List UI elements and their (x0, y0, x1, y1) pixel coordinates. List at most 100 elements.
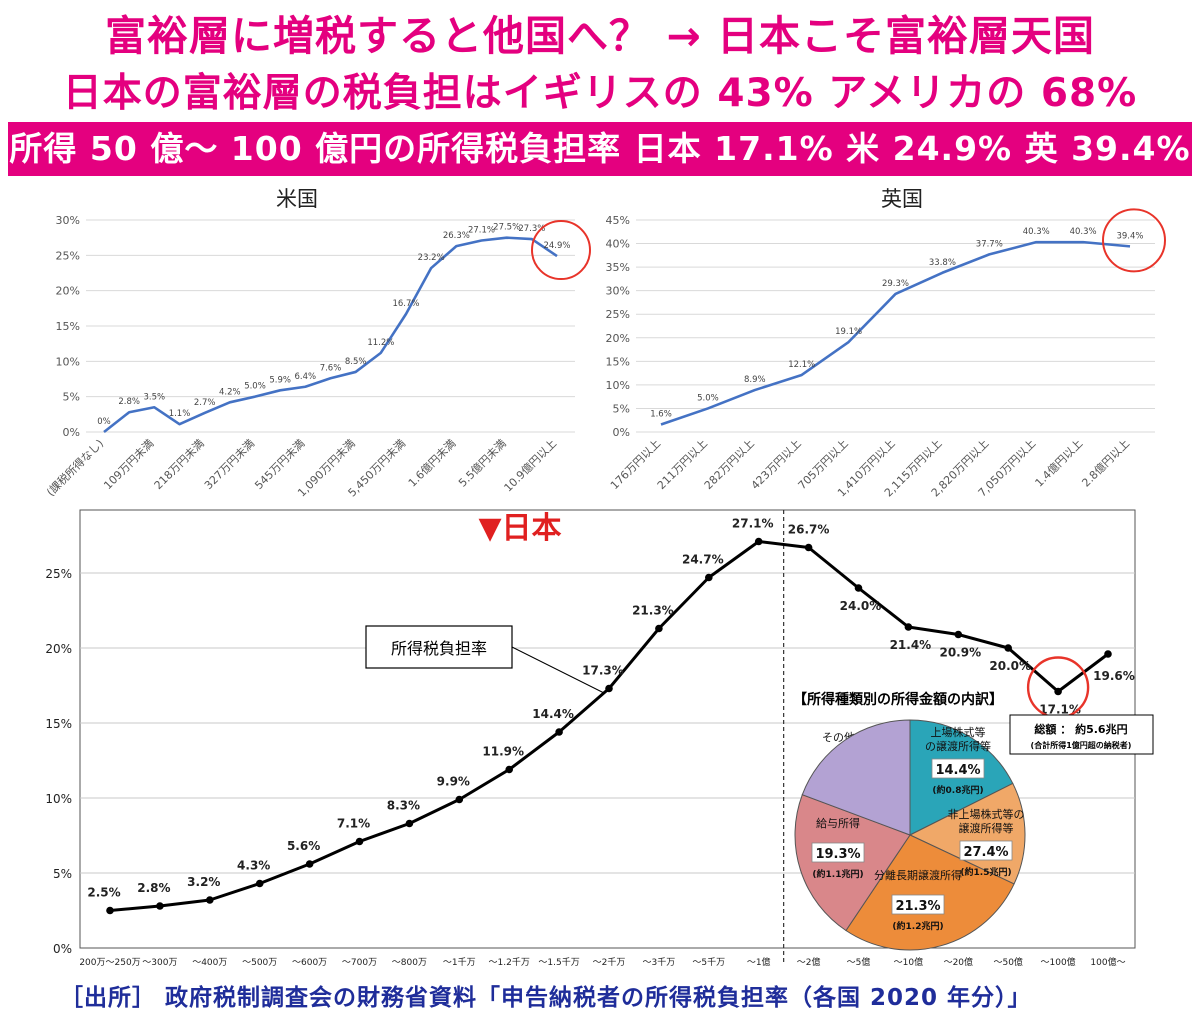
pie-pct-box (811, 842, 865, 863)
data-label: 7.6% (320, 363, 342, 373)
data-label: 1.1% (169, 409, 191, 419)
x-tick-label: 〜1.2千万 (489, 957, 530, 968)
data-point (1104, 650, 1112, 658)
data-label: 5.0% (697, 393, 719, 403)
series-line (660, 240, 1131, 426)
pie-title: 【所得種類別の所得金額の内訳】 (793, 691, 1003, 708)
x-tick-label: 〜3千万 (643, 957, 676, 968)
data-label: 2.8% (137, 881, 170, 895)
chart-title: 米国 (276, 187, 318, 211)
data-label: 19.6% (1093, 669, 1135, 683)
data-label: 5.0% (244, 382, 266, 392)
data-label: 33.8% (929, 258, 956, 268)
data-label: 5.9% (269, 375, 291, 385)
data-label: 3.2% (187, 875, 220, 889)
data-label: 8.9% (744, 375, 766, 385)
data-label: 27.1% (732, 517, 774, 531)
data-label: 21.3% (632, 604, 674, 618)
data-label: 5.6% (287, 839, 320, 853)
y-tick-label: 45% (606, 214, 630, 227)
y-tick-label: 0% (613, 426, 630, 439)
y-tick-label: 5% (53, 867, 72, 881)
chart-title: ▼日本 (478, 511, 561, 546)
x-tick-label: 〜300万 (142, 958, 177, 968)
chart-title: 英国 (881, 187, 923, 211)
data-point (355, 837, 364, 846)
x-tick-label: 218万円未満 (152, 437, 207, 492)
data-point (405, 819, 414, 828)
pie-slice-amount: (約1.2兆円) (892, 920, 943, 932)
data-label: 27.1% (468, 225, 495, 235)
headline-line1: 富裕層に増税すると他国へ？ → 日本こそ富裕層天国 (105, 12, 1095, 60)
data-point (954, 630, 963, 639)
headline-line2: 日本の富裕層の税負担はイギリスの 43% アメリカの 68% (62, 71, 1138, 116)
data-label: 20.0% (989, 659, 1031, 673)
x-tick-label: 100億〜 (1090, 956, 1125, 968)
data-point (854, 584, 863, 592)
pie-pct-box (931, 758, 985, 779)
pie-slice-amount: (約1.1兆円) (812, 868, 863, 880)
y-tick-label: 30% (606, 285, 630, 298)
data-label: 24.9% (543, 241, 570, 251)
pie-slice-name: の譲渡所得等 (925, 739, 991, 753)
x-tick-label: 〜2億 (797, 956, 821, 968)
data-point (555, 728, 563, 736)
pie-slice-pct: 19.3% (815, 847, 860, 862)
uk-tax-rate-chart: 英国0%5%10%15%20%25%30%35%40%45%176万円以上211… (606, 187, 1166, 498)
data-label: 29.3% (882, 279, 909, 289)
summary-banner: 所得 50 億〜 100 億円の所得税負担率 日本 17.1% 米 24.9% … (8, 122, 1192, 176)
annotation-leader (511, 646, 604, 693)
data-point (904, 623, 913, 631)
y-tick-label: 10% (606, 379, 630, 392)
pie-slice (845, 834, 1015, 951)
data-label: 16.7% (392, 299, 419, 309)
data-label: 2.5% (87, 886, 120, 900)
pie-slice (794, 794, 911, 932)
data-point (206, 896, 214, 904)
data-label: 24.0% (840, 599, 882, 613)
x-tick-label: 109万円未満 (101, 437, 156, 492)
pie-slice-pct: 21.3% (895, 899, 940, 914)
y-tick-label: 20% (45, 642, 72, 656)
x-tick-label: 〜20億 (944, 956, 973, 968)
y-tick-label: 35% (606, 261, 630, 274)
pie-slice-name: 譲渡所得等 (959, 821, 1014, 835)
data-point (455, 795, 464, 804)
annotation-box (365, 625, 513, 669)
x-tick-label: 〜1億 (747, 956, 771, 968)
x-tick-label: 545万円未満 (252, 437, 307, 492)
x-tick-label: 〜1.5千万 (538, 957, 579, 968)
pie-slice-pct: 14.4% (935, 763, 980, 778)
data-point (1004, 644, 1012, 652)
annotation-label: 所得税負担率 (391, 639, 487, 658)
data-point (1054, 687, 1062, 696)
y-tick-label: 5% (63, 391, 80, 404)
total-box (1009, 714, 1154, 755)
y-tick-label: 15% (56, 320, 80, 333)
y-tick-label: 20% (606, 332, 630, 345)
series-line (103, 236, 558, 434)
pie-slice (801, 719, 911, 836)
data-label: 26.7% (788, 523, 830, 537)
highlight-circle (1102, 208, 1166, 273)
pie-slice-name: 非上場株式等の (948, 807, 1025, 821)
data-label: 17.3% (582, 664, 624, 678)
y-tick-label: 25% (45, 567, 72, 581)
y-tick-label: 30% (56, 214, 80, 227)
data-label: 21.4% (890, 638, 932, 652)
x-tick-label: 200万〜250万 (79, 958, 140, 968)
data-point (305, 860, 314, 868)
y-tick-label: 15% (606, 355, 630, 368)
y-tick-label: 5% (613, 402, 630, 415)
x-tick-label: (課税所得なし) (43, 436, 106, 498)
x-tick-label: 〜1千万 (443, 957, 476, 968)
x-tick-label: 〜5千万 (692, 957, 725, 968)
data-label: 37.7% (976, 239, 1003, 249)
data-point (804, 543, 813, 552)
data-label: 27.5% (493, 223, 520, 233)
data-label: 12.1% (788, 360, 815, 370)
data-label: 2.8% (118, 397, 140, 407)
data-label: 4.3% (237, 859, 270, 873)
data-label: 17.1% (1039, 703, 1081, 717)
data-label: 26.3% (443, 231, 470, 241)
